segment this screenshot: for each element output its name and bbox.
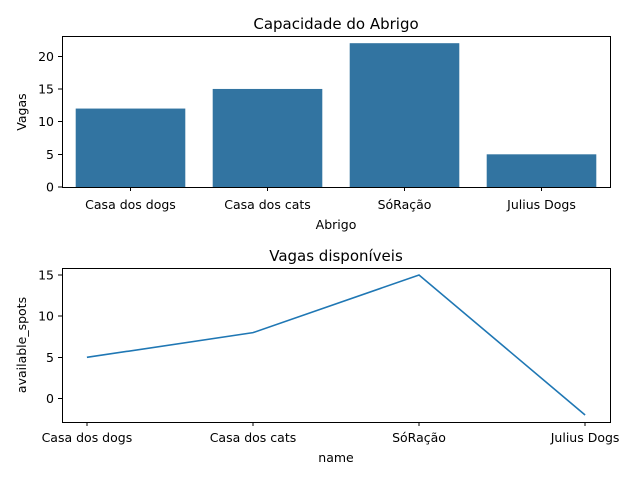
bar-casa-dos-dogs — [75, 108, 186, 187]
x-tick-label: SóRação — [378, 197, 432, 212]
series-line-available-spots — [86, 274, 586, 416]
x-axis-label: name — [318, 450, 354, 465]
plot-area-frame — [62, 268, 611, 423]
bar-julius-dogs — [486, 154, 597, 187]
y-tick-label: 15 — [38, 81, 54, 96]
plot-area-frame — [62, 36, 611, 188]
x-tick-label: Casa dos dogs — [85, 197, 176, 212]
x-tick-label: Julius Dogs — [506, 197, 576, 212]
y-tick-label: 20 — [38, 49, 54, 64]
y-tick-label: 10 — [38, 114, 54, 129]
y-tick-label: 5 — [46, 147, 54, 162]
y-tick-label: 5 — [46, 350, 54, 365]
y-tick-label: 10 — [38, 309, 54, 324]
bar-soracao — [349, 43, 460, 187]
chart-title: Vagas disponíveis — [269, 247, 403, 265]
x-tick-label: SóRação — [392, 430, 446, 445]
x-tick-label: Casa dos cats — [224, 197, 311, 212]
capacity-bar-chart: Capacidade do Abrigo 0 5 10 15 20 Casa dos d… — [14, 15, 611, 232]
chart-title: Capacidade do Abrigo — [253, 15, 418, 33]
y-tick-label: 0 — [46, 391, 54, 406]
available-spots-line-chart: Vagas disponíveis 0 5 10 15 Casa dos dogs Ca… — [14, 247, 619, 465]
y-axis-label: available_spots — [14, 297, 29, 393]
x-tick-label: Julius Dogs — [550, 430, 620, 445]
y-axis-label: Vagas — [14, 93, 29, 130]
bar-casa-dos-cats — [212, 88, 323, 187]
y-tick-label: 15 — [38, 268, 54, 283]
x-tick-label: Casa dos cats — [210, 430, 297, 445]
x-axis-label: Abrigo — [316, 217, 357, 232]
x-tick-label: Casa dos dogs — [42, 430, 133, 445]
y-tick-label: 0 — [46, 180, 54, 195]
